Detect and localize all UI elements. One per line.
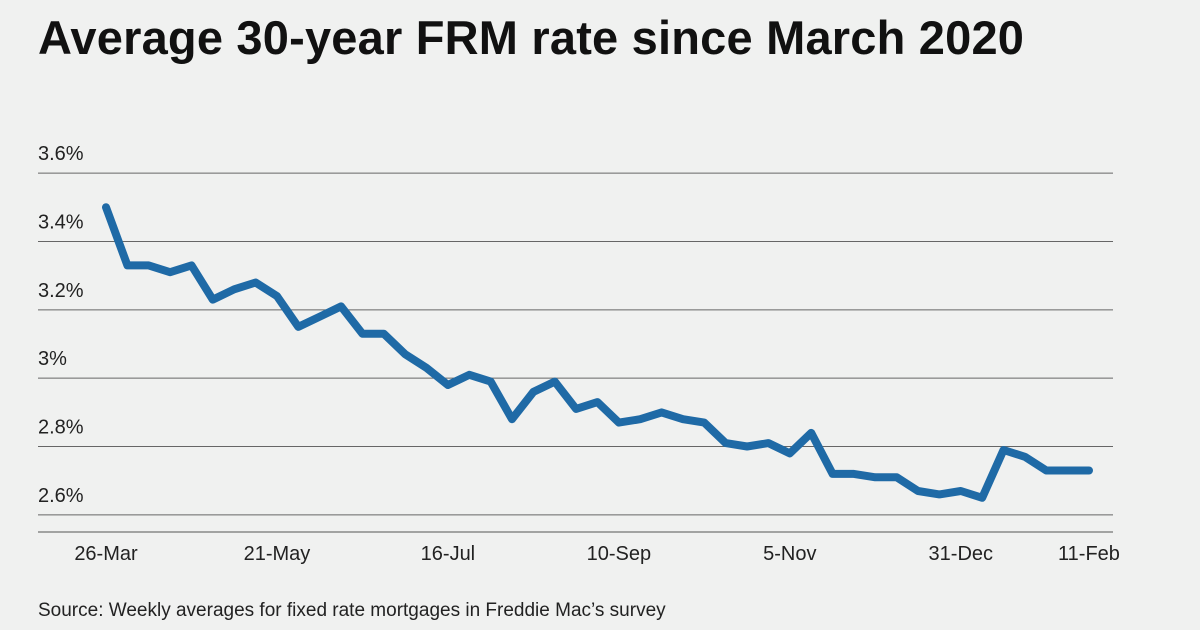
data-point [746, 446, 748, 448]
series-line [102, 203, 1093, 502]
data-point [896, 476, 898, 478]
data-point [468, 374, 470, 376]
data-point [981, 497, 983, 499]
data-point [532, 391, 534, 393]
y-tick-label: 3.4% [38, 211, 84, 233]
data-point [1088, 469, 1090, 471]
data-point [404, 353, 406, 355]
data-point [340, 305, 342, 307]
x-tick-label: 11-Feb [1058, 543, 1120, 565]
y-tick-label: 3.6% [38, 143, 84, 165]
data-point [938, 493, 940, 495]
data-point [597, 401, 598, 403]
source-note: Source: Weekly averages for fixed rate m… [38, 600, 666, 621]
data-point [789, 452, 791, 454]
data-point [767, 442, 769, 444]
y-tick-label: 3.2% [38, 280, 84, 302]
data-point [832, 473, 834, 475]
data-point [874, 476, 876, 478]
x-tick-label: 31-Dec [929, 543, 993, 565]
data-point [575, 408, 577, 410]
data-point [703, 422, 705, 424]
x-tick-label: 26-Mar [74, 543, 138, 565]
data-point [1024, 456, 1026, 458]
data-point [725, 442, 727, 444]
data-point [554, 381, 556, 383]
x-axis-ticks: 26-Mar 21-May 16-Jul 10-Sep 5-Nov 31-Dec 11-Fe… [74, 543, 1120, 565]
data-point [169, 271, 171, 273]
x-tick-label: 21-May [244, 543, 311, 565]
data-point [212, 299, 214, 301]
series-group [102, 203, 1093, 502]
data-point [276, 295, 278, 297]
data-point [618, 422, 620, 424]
data-point [639, 418, 641, 420]
data-point [490, 381, 492, 383]
x-tick-label: 10-Sep [587, 543, 652, 565]
y-tick-label: 2.6% [38, 485, 84, 507]
data-point [1045, 469, 1047, 471]
data-point [297, 326, 299, 328]
data-point [319, 316, 321, 318]
data-point [426, 367, 428, 369]
data-point [853, 473, 855, 475]
data-point [960, 490, 962, 492]
y-tick-label: 3% [38, 348, 67, 370]
data-point [190, 264, 192, 266]
data-point [1003, 449, 1005, 451]
data-point [447, 384, 449, 386]
data-point [661, 411, 663, 413]
y-axis-ticks: 2.6% 2.8% 3% 3.2% 3.4% 3.6% [38, 143, 84, 507]
x-tick-label: 16-Jul [421, 543, 475, 565]
data-point [511, 418, 513, 420]
data-point [255, 281, 257, 283]
chart-title: Average 30-year FRM rate since March 202… [38, 11, 1025, 64]
data-point [917, 490, 919, 492]
data-point [361, 333, 363, 335]
data-point [233, 288, 235, 290]
gridlines [38, 172, 1113, 516]
data-point [1067, 469, 1069, 471]
data-point [383, 333, 385, 335]
data-point [148, 264, 150, 266]
x-tick-label: 5-Nov [763, 543, 816, 565]
y-tick-label: 2.8% [38, 417, 84, 439]
data-point [810, 432, 812, 434]
data-point [105, 206, 107, 208]
data-point [682, 418, 684, 420]
data-point [126, 264, 128, 266]
